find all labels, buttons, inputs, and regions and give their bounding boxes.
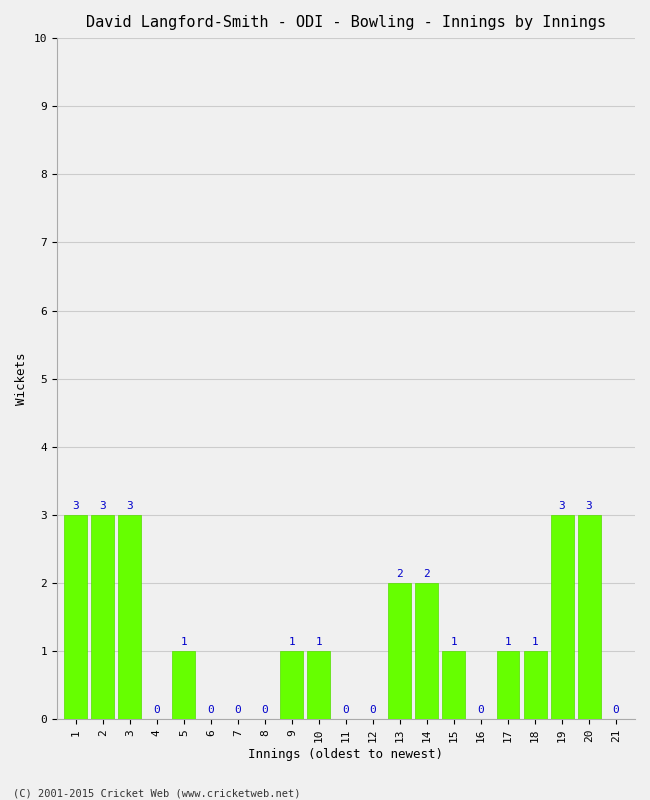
Bar bbox=[443, 651, 465, 719]
Text: 0: 0 bbox=[153, 705, 160, 715]
Bar bbox=[64, 515, 87, 719]
Bar bbox=[551, 515, 573, 719]
Bar bbox=[307, 651, 330, 719]
Bar bbox=[280, 651, 304, 719]
Text: 1: 1 bbox=[450, 637, 458, 647]
Text: 3: 3 bbox=[99, 501, 106, 511]
Y-axis label: Wickets: Wickets bbox=[15, 353, 28, 405]
Text: 3: 3 bbox=[126, 501, 133, 511]
Text: 1: 1 bbox=[532, 637, 538, 647]
Text: 0: 0 bbox=[235, 705, 241, 715]
Text: 2: 2 bbox=[424, 569, 430, 579]
Title: David Langford-Smith - ODI - Bowling - Innings by Innings: David Langford-Smith - ODI - Bowling - I… bbox=[86, 15, 606, 30]
Bar bbox=[172, 651, 195, 719]
Text: 0: 0 bbox=[207, 705, 214, 715]
Bar bbox=[118, 515, 141, 719]
Text: 0: 0 bbox=[343, 705, 349, 715]
X-axis label: Innings (oldest to newest): Innings (oldest to newest) bbox=[248, 748, 443, 761]
Text: (C) 2001-2015 Cricket Web (www.cricketweb.net): (C) 2001-2015 Cricket Web (www.cricketwe… bbox=[13, 788, 300, 798]
Bar bbox=[523, 651, 547, 719]
Text: 1: 1 bbox=[181, 637, 187, 647]
Bar bbox=[578, 515, 601, 719]
Bar bbox=[497, 651, 519, 719]
Bar bbox=[389, 583, 411, 719]
Text: 0: 0 bbox=[478, 705, 484, 715]
Text: 0: 0 bbox=[613, 705, 619, 715]
Text: 1: 1 bbox=[289, 637, 295, 647]
Bar bbox=[91, 515, 114, 719]
Text: 1: 1 bbox=[504, 637, 512, 647]
Text: 0: 0 bbox=[261, 705, 268, 715]
Text: 3: 3 bbox=[558, 501, 566, 511]
Text: 1: 1 bbox=[315, 637, 322, 647]
Text: 2: 2 bbox=[396, 569, 403, 579]
Bar bbox=[415, 583, 439, 719]
Text: 3: 3 bbox=[72, 501, 79, 511]
Text: 0: 0 bbox=[370, 705, 376, 715]
Text: 3: 3 bbox=[586, 501, 592, 511]
